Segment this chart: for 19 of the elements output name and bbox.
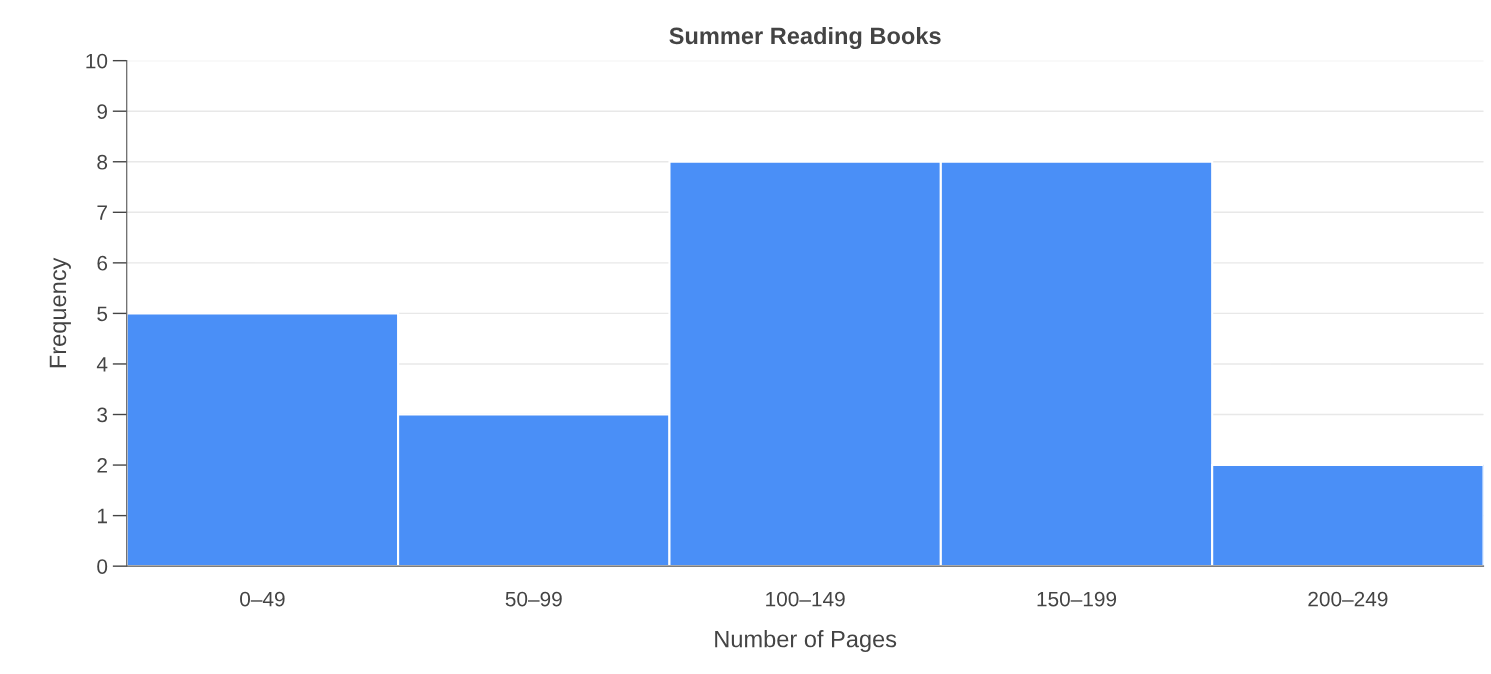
y-axis-title: Frequency (49, 257, 71, 368)
y-tick-label: 4 (96, 357, 108, 372)
chart-title: Summer Reading Books (669, 26, 941, 49)
y-tick-label: 3 (97, 407, 108, 423)
y-tick-label: 1 (97, 508, 107, 524)
x-axis-title: Number of Pages (715, 630, 897, 653)
x-tick-label: 50–99 (505, 591, 562, 607)
y-tick-label: 5 (97, 306, 108, 322)
y-tick-label: 2 (97, 458, 107, 473)
y-tick-label: 9 (97, 104, 107, 119)
y-tick-label: 10 (86, 53, 108, 69)
x-tick-label: 200–249 (1308, 591, 1388, 607)
x-tick-label: 0–49 (240, 591, 285, 607)
y-tick-label: 8 (97, 154, 108, 170)
y-tick-label: 7 (97, 205, 107, 220)
y-tick-label: 6 (97, 255, 108, 271)
y-tick-label: 0 (97, 559, 108, 574)
x-tick-label: 100–149 (766, 591, 845, 607)
x-tick-label: 150–199 (1037, 591, 1117, 607)
